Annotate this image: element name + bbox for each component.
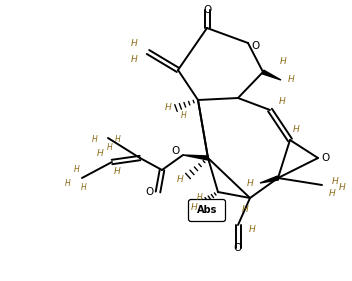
Text: H: H (65, 178, 71, 187)
Text: H: H (247, 178, 253, 187)
Text: H: H (339, 183, 345, 192)
Text: H: H (279, 58, 287, 67)
Text: H: H (74, 166, 80, 175)
Text: H: H (332, 176, 338, 185)
Text: H: H (177, 176, 183, 185)
Text: H: H (288, 74, 294, 83)
Text: O: O (252, 41, 260, 51)
Text: H: H (241, 205, 249, 214)
Text: H: H (107, 144, 113, 153)
Text: H: H (81, 183, 87, 192)
Text: H: H (114, 167, 120, 176)
Text: O: O (322, 153, 330, 163)
Polygon shape (262, 70, 281, 80)
Polygon shape (183, 155, 208, 160)
Text: O: O (171, 146, 179, 156)
Text: H: H (165, 103, 171, 112)
Text: H: H (249, 225, 255, 235)
Text: Abs: Abs (197, 205, 217, 215)
Text: H: H (181, 110, 187, 119)
Text: H: H (191, 203, 197, 212)
Text: O: O (145, 187, 153, 197)
Text: H: H (92, 135, 98, 144)
Text: H: H (115, 135, 121, 144)
Text: H: H (131, 56, 137, 65)
Text: O: O (203, 5, 211, 15)
Text: H: H (97, 149, 103, 158)
Text: H: H (279, 98, 285, 106)
Text: H: H (329, 189, 335, 198)
Text: H: H (293, 126, 299, 135)
Text: O: O (234, 243, 242, 253)
Text: H: H (197, 192, 203, 201)
Text: H: H (131, 40, 137, 49)
Polygon shape (260, 176, 278, 183)
FancyBboxPatch shape (189, 200, 226, 221)
